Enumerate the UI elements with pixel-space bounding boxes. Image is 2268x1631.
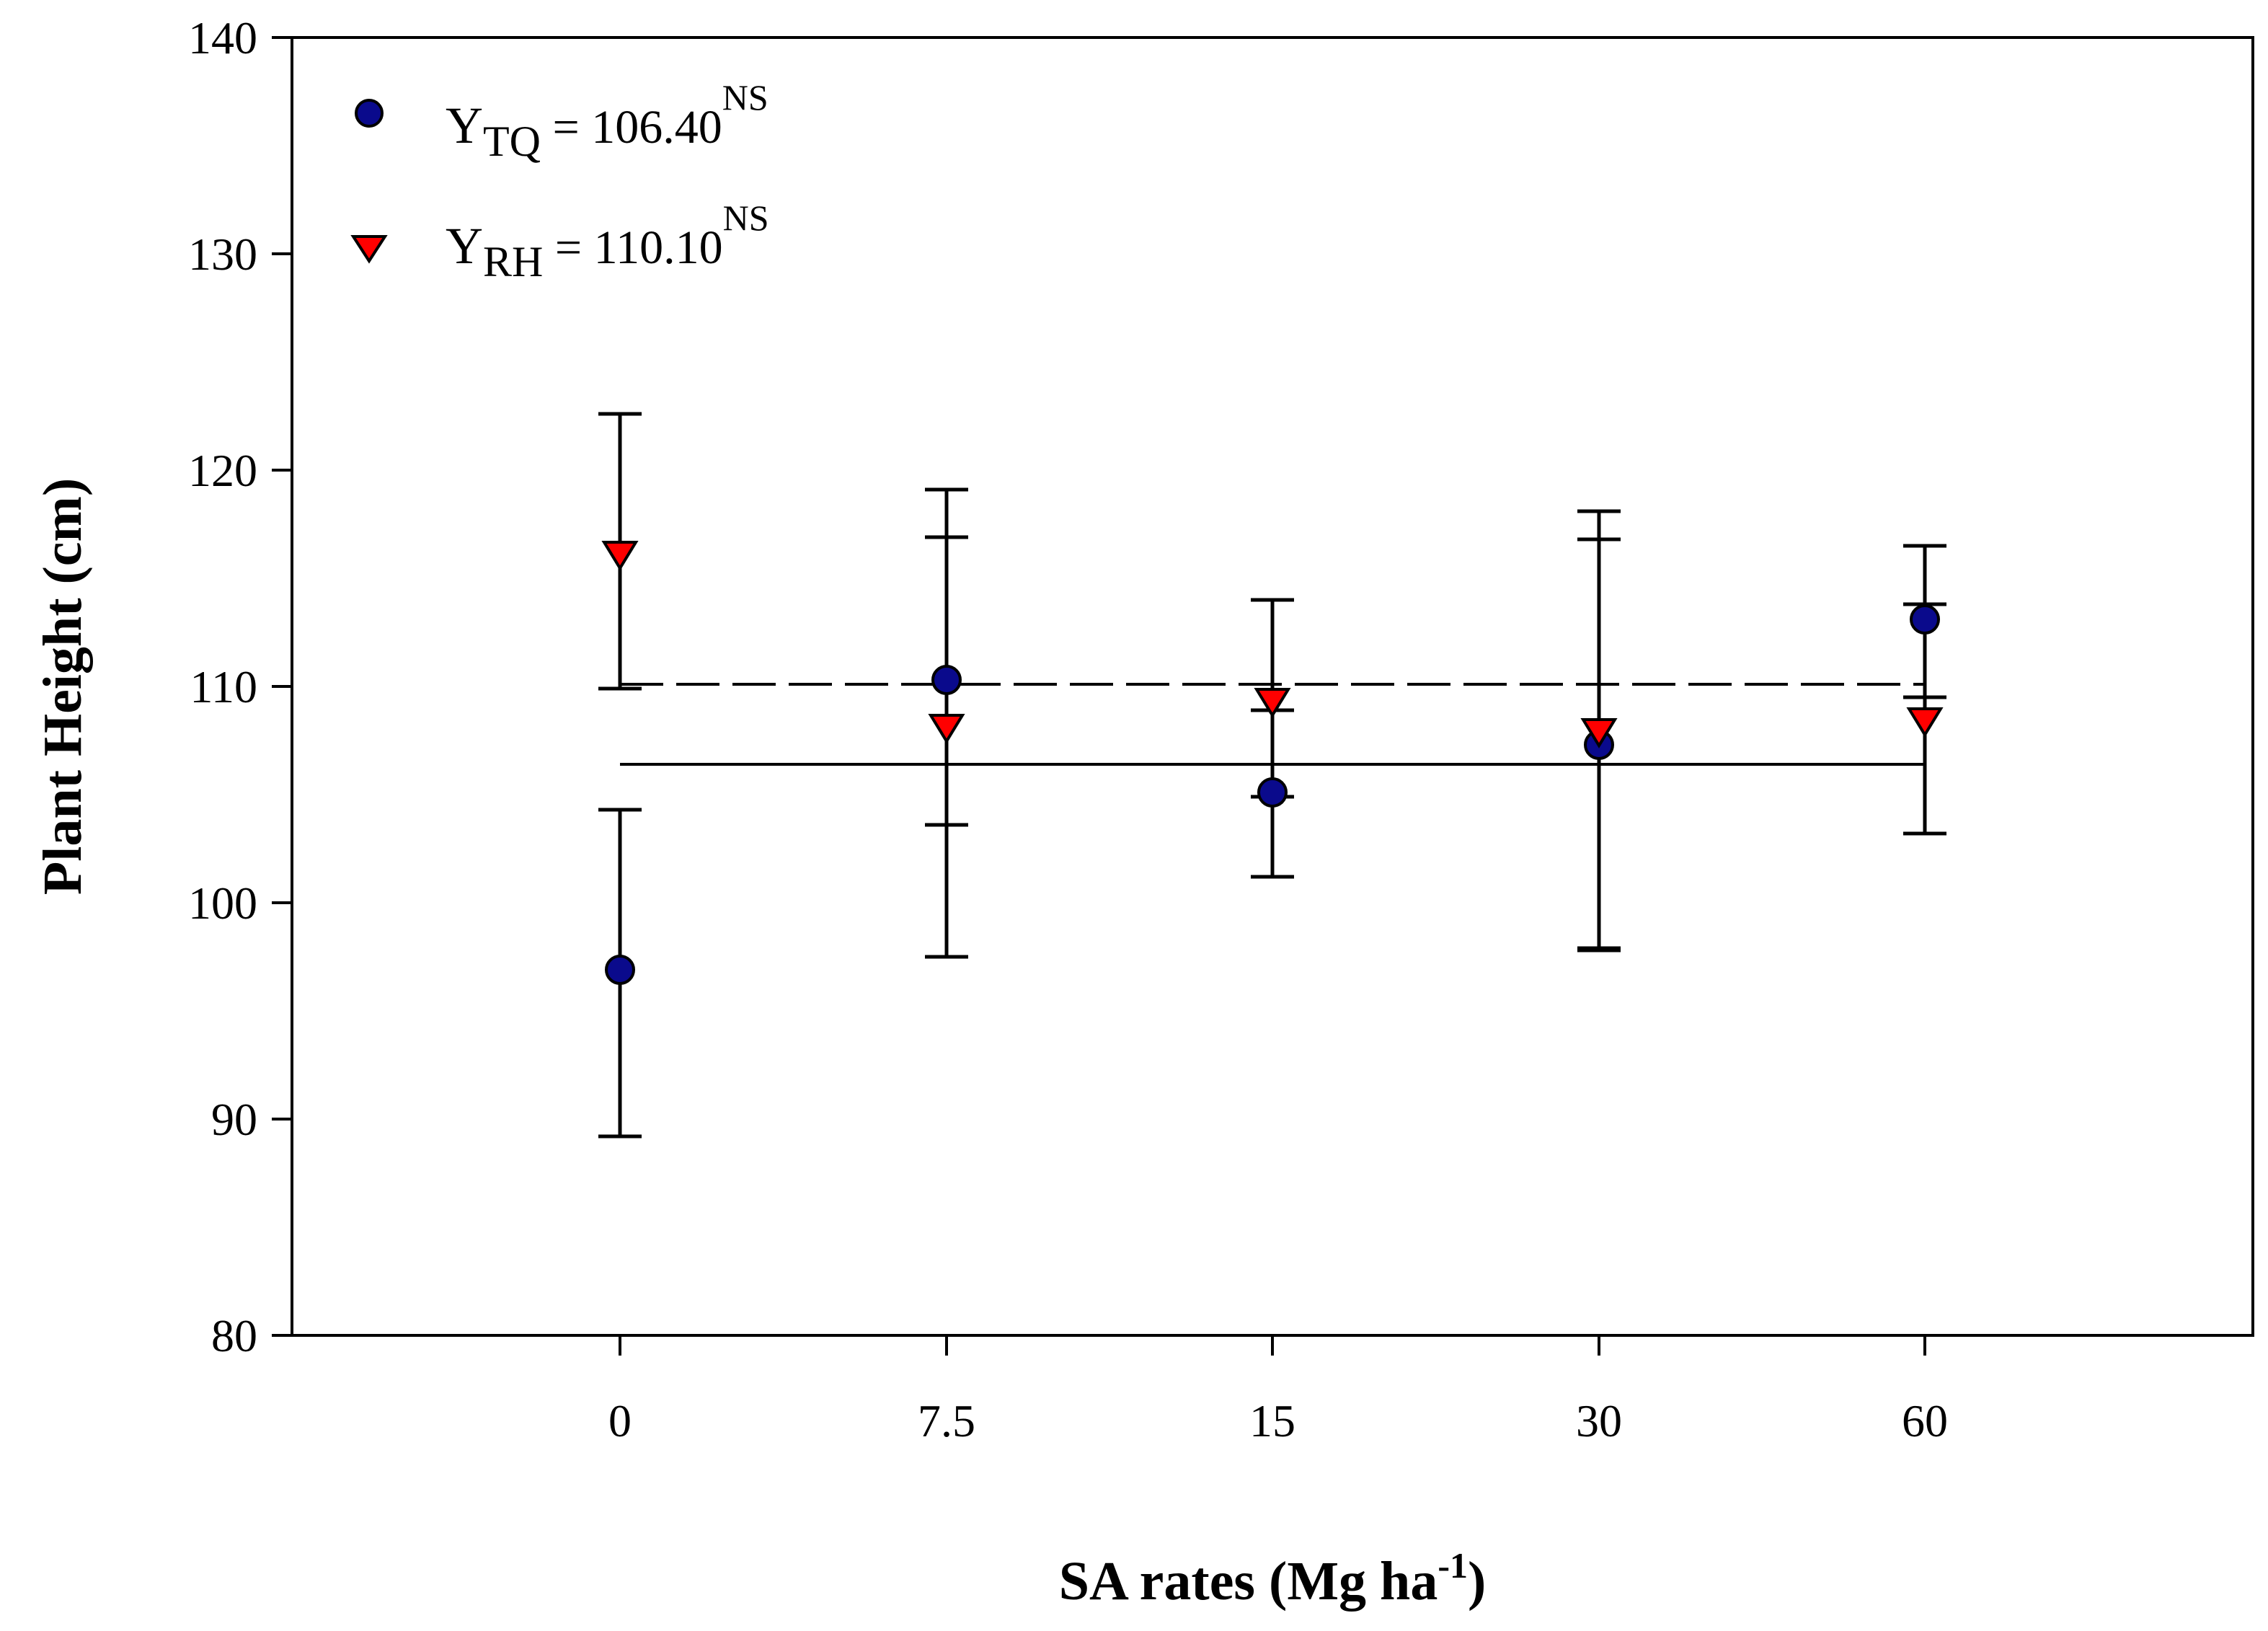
y-tick-label: 110 — [190, 661, 257, 712]
x-tick-label: 60 — [1902, 1395, 1948, 1446]
data-markers — [601, 541, 1944, 985]
data-point-tq — [605, 955, 635, 985]
x-axis: 0 7.5 15 30 60 — [608, 1335, 1948, 1446]
legend-rh-y: Y — [446, 217, 483, 275]
legend-marker-circle — [355, 99, 384, 128]
x-tick-label: 15 — [1249, 1395, 1295, 1446]
legend-marker-triangle — [350, 235, 388, 264]
legend-label-rh: YRH = 110.10NS — [446, 198, 769, 286]
data-point-rh — [1906, 707, 1944, 738]
y-tick-label: 100 — [188, 878, 257, 929]
y-tick-label: 120 — [188, 445, 257, 496]
data-point-tq — [931, 665, 962, 695]
data-point-rh — [928, 714, 965, 744]
legend-entry-rh: YRH = 110.10NS — [350, 198, 769, 286]
x-axis-title-main: SA rates (Mg ha — [1059, 1551, 1438, 1612]
legend-rh-sub: RH — [483, 238, 543, 286]
legend-entry-tq: YTQ = 106.40NS — [355, 77, 768, 165]
data-point-tq — [1910, 604, 1940, 635]
y-tick-label: 80 — [211, 1310, 257, 1361]
data-point-rh — [601, 541, 639, 571]
x-tick-label: 30 — [1576, 1395, 1622, 1446]
data-point-rh — [1254, 688, 1291, 718]
y-axis-title: Plant Height (cm) — [32, 478, 93, 895]
y-tick-label: 130 — [188, 229, 257, 280]
legend-tq-y: Y — [446, 97, 483, 154]
legend-rh-eq: = 110.10 — [543, 221, 722, 274]
y-tick-label: 90 — [211, 1094, 257, 1145]
x-tick-label: 7.5 — [918, 1395, 975, 1446]
data-point-tq — [1257, 777, 1288, 808]
x-axis-title: SA rates (Mg ha-1) — [1059, 1545, 1487, 1612]
legend: YTQ = 106.40NS YRH = 110.10NS — [350, 77, 769, 286]
legend-tq-sub: TQ — [483, 118, 541, 165]
x-axis-title-close: ) — [1468, 1551, 1486, 1612]
y-tick-label: 140 — [188, 12, 257, 63]
x-tick-label: 0 — [608, 1395, 632, 1446]
legend-tq-sup: NS — [722, 77, 768, 118]
legend-label-tq: YTQ = 106.40NS — [446, 77, 768, 165]
legend-rh-sup: NS — [723, 198, 769, 238]
y-axis: 80 90 100 110 120 130 140 — [188, 12, 292, 1361]
x-axis-title-sup: -1 — [1438, 1545, 1468, 1586]
data-point-rh — [1580, 718, 1618, 748]
legend-tq-eq: = 106.40 — [541, 101, 722, 154]
